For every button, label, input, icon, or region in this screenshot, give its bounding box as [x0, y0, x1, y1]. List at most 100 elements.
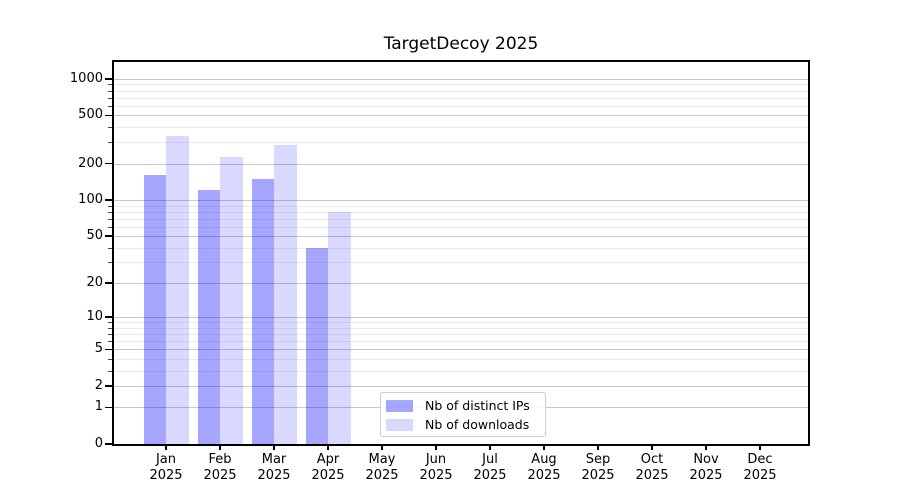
- gridline-minor: [113, 334, 809, 336]
- gridline-minor: [113, 90, 809, 92]
- bar-distinct-ips: [305, 247, 328, 444]
- gridline-minor: [113, 211, 809, 213]
- y-axis-minor-tick: [108, 142, 112, 144]
- x-label-year: 2025: [149, 468, 183, 483]
- y-axis-tick-label: 0: [94, 436, 103, 451]
- x-axis-tick: [219, 445, 221, 450]
- x-label-month: Jun: [425, 452, 447, 467]
- gridline-major: [113, 236, 809, 238]
- x-axis-tick: [543, 445, 545, 450]
- y-axis-minor-tick: [108, 127, 112, 129]
- plot-area: 0 1 2 5 10 20 50 100 200 500 1000 Jan 2025 Feb 2025 Mar…: [70, 61, 809, 483]
- x-axis-tick-label: Nov 2025: [679, 452, 733, 484]
- legend-swatch-downloads: [386, 418, 413, 431]
- x-label-year: 2025: [743, 468, 777, 483]
- gridline-minor: [113, 262, 809, 264]
- bar-downloads: [166, 136, 189, 444]
- x-axis-tick-label: Sep 2025: [571, 452, 625, 484]
- x-label-month: May: [368, 452, 396, 467]
- gridline-major: [113, 283, 809, 285]
- y-axis-tick-label: 100: [78, 192, 103, 208]
- y-axis-minor-tick: [108, 370, 112, 372]
- x-label-month: Nov: [693, 452, 719, 467]
- gridline-minor: [113, 341, 809, 343]
- y-axis-tick: [105, 282, 112, 284]
- gridline-major: [113, 78, 809, 80]
- y-axis-tick: [105, 348, 112, 351]
- y-axis-minor-tick: [108, 211, 112, 213]
- gridline-major: [113, 385, 809, 387]
- x-label-month: Feb: [208, 452, 232, 467]
- x-axis-tick: [651, 445, 653, 450]
- bar-distinct-ips: [143, 175, 166, 444]
- x-axis-tick: [165, 445, 167, 450]
- y-axis-minor-tick: [108, 226, 112, 228]
- y-axis-minor-tick: [108, 105, 112, 107]
- x-label-year: 2025: [311, 468, 345, 483]
- y-axis-tick: [105, 406, 112, 409]
- x-label-year: 2025: [581, 468, 615, 483]
- gridline-minor: [113, 327, 809, 329]
- x-label-year: 2025: [473, 468, 507, 483]
- bar-downloads: [274, 144, 297, 444]
- legend: Nb of distinct IPs Nb of downloads: [380, 392, 546, 437]
- x-label-year: 2025: [257, 468, 291, 483]
- x-axis-tick-label: Dec 2025: [733, 452, 787, 484]
- x-label-month: Sep: [585, 452, 611, 467]
- y-axis-tick-label: 500: [78, 107, 103, 123]
- y-axis-minor-tick: [108, 322, 112, 324]
- x-label-month: Jan: [155, 452, 177, 467]
- y-axis-minor-tick: [108, 334, 112, 336]
- y-axis-tick: [105, 235, 112, 237]
- gridline-minor: [113, 97, 809, 99]
- gridline-minor: [113, 226, 809, 228]
- x-axis-tick: [597, 445, 599, 450]
- x-label-year: 2025: [365, 468, 399, 483]
- legend-item-downloads: Nb of downloads: [386, 417, 545, 432]
- gridline-minor: [113, 205, 809, 207]
- bar-downloads: [220, 157, 243, 444]
- y-axis-tick: [105, 443, 112, 445]
- x-label-year: 2025: [419, 468, 453, 483]
- gridline-major: [113, 317, 809, 319]
- gridline-minor: [113, 84, 809, 86]
- y-axis-tick-label: 50: [86, 228, 103, 244]
- y-axis-minor-tick: [108, 341, 112, 343]
- bar-downloads: [328, 211, 351, 444]
- gridline-minor: [113, 322, 809, 324]
- gridline-minor: [113, 247, 809, 249]
- x-label-month: Jul: [482, 452, 498, 467]
- bar-distinct-ips: [197, 190, 220, 444]
- y-axis-minor-tick: [108, 247, 112, 249]
- legend-label-distinct-ips: Nb of distinct IPs: [425, 398, 530, 413]
- y-axis-minor-tick: [108, 97, 112, 99]
- x-axis-tick: [435, 445, 437, 450]
- gridline-major: [113, 163, 809, 165]
- x-label-month: Oct: [640, 452, 664, 467]
- y-axis-tick: [105, 162, 112, 165]
- x-label-year: 2025: [527, 468, 561, 483]
- gridline-major: [113, 115, 809, 117]
- chart-title: TargetDecoy 2025: [383, 34, 539, 54]
- y-axis-minor-tick: [108, 218, 112, 220]
- x-axis-tick-label: Aug 2025: [517, 452, 571, 484]
- x-label-year: 2025: [635, 468, 669, 483]
- x-axis-tick: [759, 445, 761, 450]
- legend-swatch-distinct-ips: [386, 399, 413, 412]
- y-axis-minor-tick: [108, 90, 112, 92]
- x-axis-tick: [381, 445, 383, 450]
- y-axis-minor-tick: [108, 358, 112, 360]
- gridline-minor: [113, 358, 809, 360]
- legend-label-downloads: Nb of downloads: [425, 417, 530, 432]
- gridline-major: [113, 349, 809, 351]
- y-axis-tick: [105, 199, 112, 201]
- x-axis-tick-label: Jul 2025: [463, 452, 517, 484]
- x-axis-tick: [705, 445, 707, 450]
- y-axis-tick: [105, 114, 112, 117]
- y-axis-tick-label: 20: [86, 275, 103, 291]
- gridline-minor: [113, 142, 809, 144]
- legend-item-distinct-ips: Nb of distinct IPs: [386, 398, 545, 413]
- x-axis-tick-label: Jun 2025: [409, 452, 463, 484]
- x-label-year: 2025: [689, 468, 723, 483]
